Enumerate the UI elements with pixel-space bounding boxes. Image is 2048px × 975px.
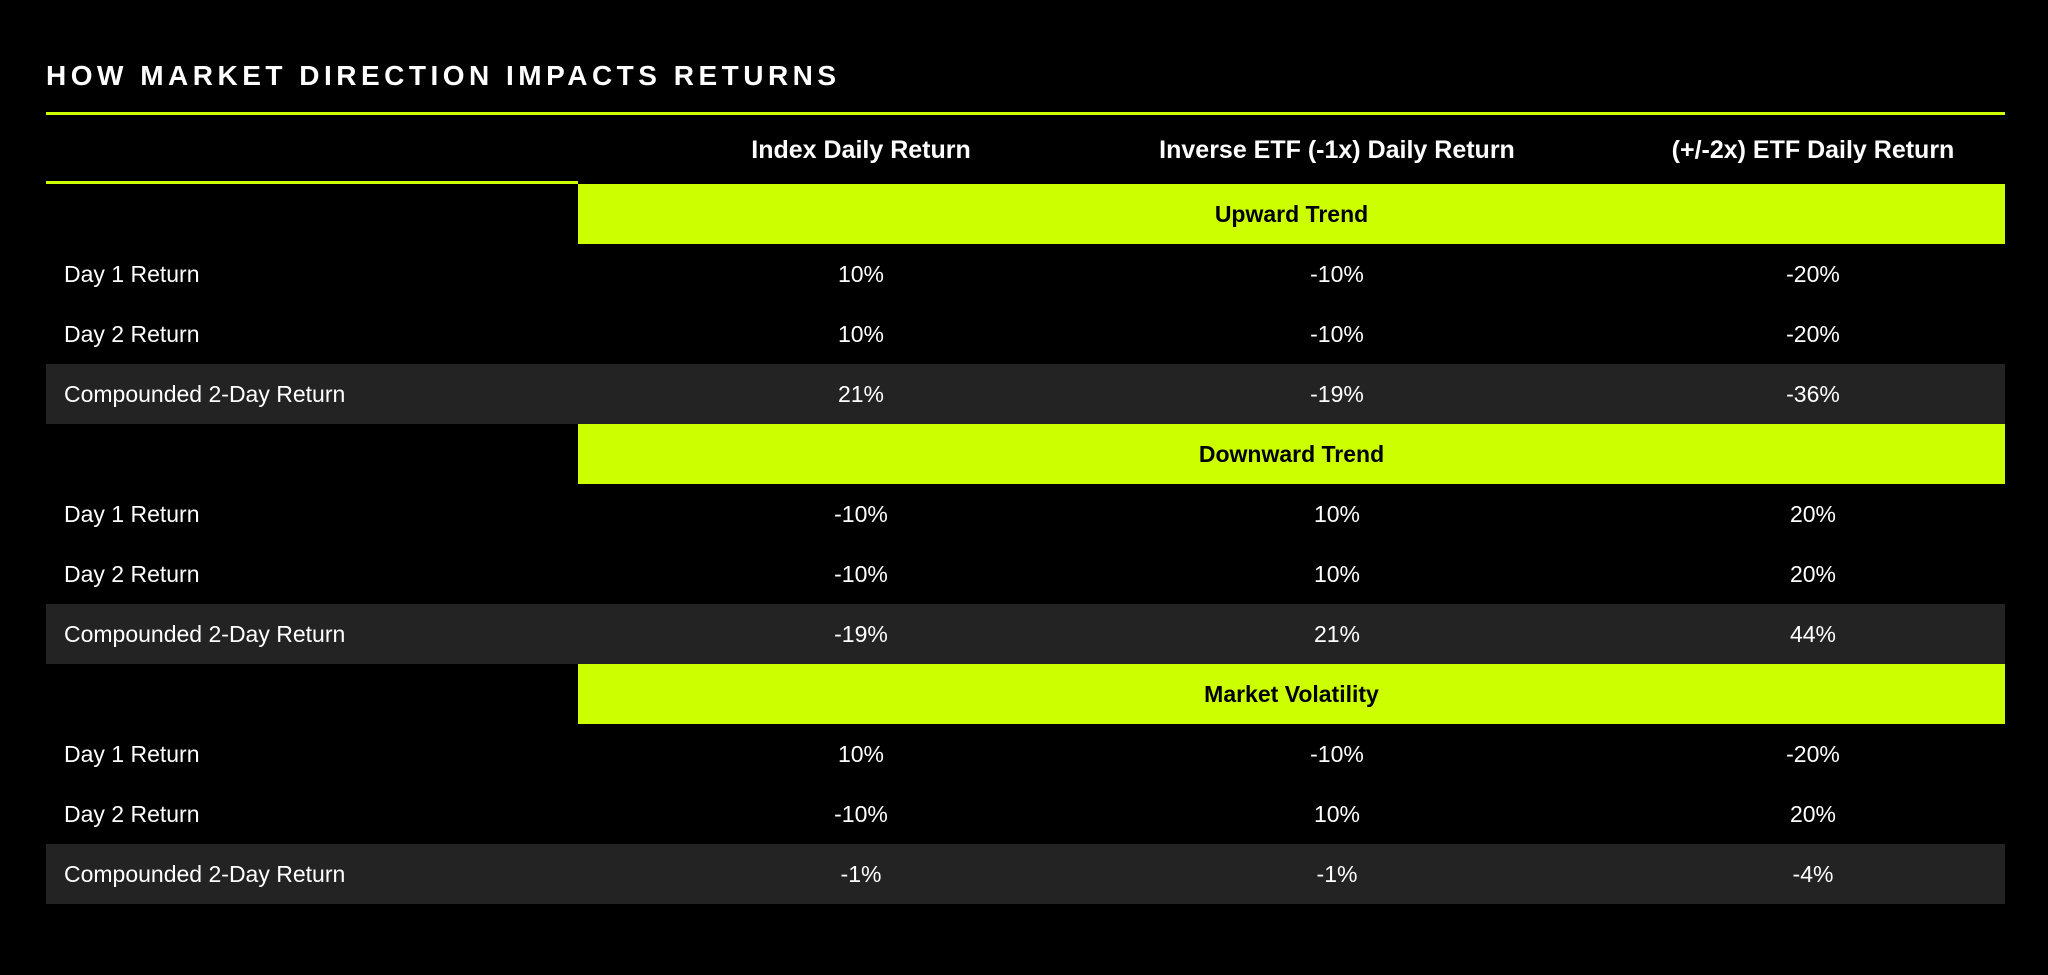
value-cell-inverse-etf: 21% — [1313, 621, 1361, 647]
value-cell-2x-etf: -20% — [1786, 741, 1840, 767]
row-label: Day 2 Return — [64, 561, 200, 587]
value-cell-2x-etf: 44% — [1789, 621, 1837, 647]
row-label: Compounded 2-Day Return — [64, 621, 346, 647]
value-cell-inverse-etf: -10% — [1310, 741, 1364, 767]
compounded-row: Compounded 2-Day Return -1% -1% -4% — [46, 844, 2005, 904]
row-label: Compounded 2-Day Return — [64, 381, 346, 407]
table-row: Day 1 Return 10% -10% -20% — [46, 724, 2005, 784]
value-cell-index: -1% — [840, 861, 882, 887]
group-band: Upward Trend — [46, 184, 2005, 244]
value-cell-2x-etf: -20% — [1786, 261, 1840, 287]
table-row: Day 2 Return -10% 10% 20% — [46, 544, 2005, 604]
value-cell-2x-etf: -36% — [1786, 381, 1840, 407]
value-cell-index: 10% — [837, 261, 885, 287]
table-row: Day 2 Return 10% -10% -20% — [46, 304, 2005, 364]
value-cell-2x-etf: 20% — [1789, 561, 1837, 587]
value-cell-inverse-etf: 10% — [1313, 801, 1361, 827]
group-label: Upward Trend — [578, 184, 2005, 244]
row-label: Day 1 Return — [64, 501, 200, 527]
header-rule — [46, 181, 578, 184]
row-label: Day 2 Return — [64, 801, 200, 827]
value-cell-2x-etf: 20% — [1789, 801, 1837, 827]
value-cell-inverse-etf: 10% — [1313, 501, 1361, 527]
value-cell-inverse-etf: -1% — [1316, 861, 1358, 887]
row-label: Day 1 Return — [64, 261, 200, 287]
compounded-row: Compounded 2-Day Return 21% -19% -36% — [46, 364, 2005, 424]
chart-title: HOW MARKET DIRECTION IMPACTS RETURNS — [46, 60, 841, 91]
group-band: Downward Trend — [46, 424, 2005, 484]
group-label: Market Volatility — [578, 664, 2005, 724]
column-header-inverse-etf: Inverse ETF (-1x) Daily Return — [1159, 136, 1515, 164]
value-cell-inverse-etf: -10% — [1310, 261, 1364, 287]
row-label: Compounded 2-Day Return — [64, 861, 346, 887]
value-cell-index: -10% — [834, 561, 888, 587]
table-row: Day 1 Return -10% 10% 20% — [46, 484, 2005, 544]
value-cell-2x-etf: -4% — [1792, 861, 1834, 887]
value-cell-inverse-etf: -19% — [1310, 381, 1364, 407]
value-cell-index: -10% — [834, 501, 888, 527]
table-header-row: Index Daily Return Inverse ETF (-1x) Dai… — [46, 115, 2005, 181]
top-rule — [46, 112, 2005, 115]
group-band: Market Volatility — [46, 664, 2005, 724]
row-label: Day 1 Return — [64, 741, 200, 767]
value-cell-2x-etf: 20% — [1789, 501, 1837, 527]
value-cell-inverse-etf: 10% — [1313, 561, 1361, 587]
table-body: Upward Trend Day 1 Return 10% -10% -20% Day 2… — [46, 184, 2005, 904]
value-cell-index: -19% — [834, 621, 888, 647]
table-row: Day 1 Return 10% -10% -20% — [46, 244, 2005, 304]
value-cell-index: 10% — [837, 321, 885, 347]
compounded-row: Compounded 2-Day Return -19% 21% 44% — [46, 604, 2005, 664]
value-cell-2x-etf: -20% — [1786, 321, 1840, 347]
value-cell-index: 21% — [837, 381, 885, 407]
value-cell-inverse-etf: -10% — [1310, 321, 1364, 347]
column-header-2x-etf: (+/-2x) ETF Daily Return — [1671, 136, 1955, 164]
value-cell-index: -10% — [834, 801, 888, 827]
group-label: Downward Trend — [578, 424, 2005, 484]
value-cell-index: 10% — [837, 741, 885, 767]
row-label: Day 2 Return — [64, 321, 200, 347]
returns-table: Index Daily Return Inverse ETF (-1x) Dai… — [46, 112, 2005, 904]
table-row: Day 2 Return -10% 10% 20% — [46, 784, 2005, 844]
column-header-index: Index Daily Return — [751, 136, 971, 164]
